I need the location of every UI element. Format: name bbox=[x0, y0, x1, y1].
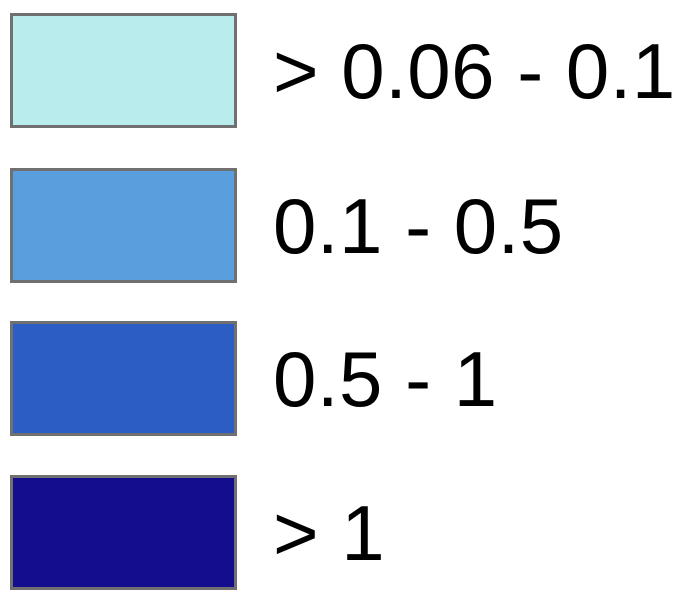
legend-label: > 0.06 - 0.1 bbox=[273, 26, 676, 115]
legend-row: 0.5 - 1 bbox=[10, 321, 498, 436]
legend-row: > 1 bbox=[10, 475, 385, 590]
legend-swatch-color bbox=[10, 321, 237, 436]
legend-label: 0.5 - 1 bbox=[273, 334, 498, 423]
legend-row: > 0.06 - 0.1 bbox=[10, 13, 676, 128]
legend-swatch-color bbox=[10, 168, 237, 283]
legend-label: > 1 bbox=[273, 488, 386, 577]
legend-label: 0.1 - 0.5 bbox=[273, 181, 564, 270]
legend-row: 0.1 - 0.5 bbox=[10, 168, 564, 283]
legend-swatch-color bbox=[10, 13, 237, 128]
legend-swatch-color bbox=[10, 475, 237, 590]
